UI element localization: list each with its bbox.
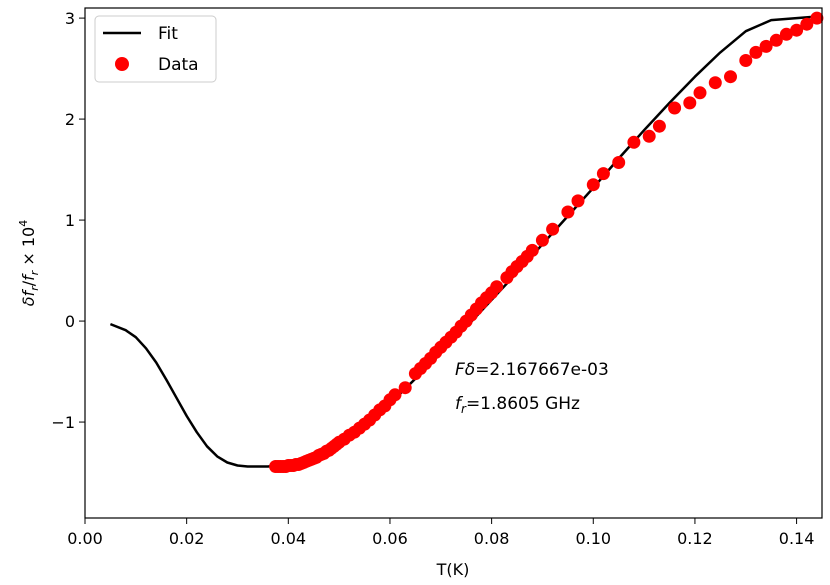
data-point <box>525 243 539 257</box>
data-point <box>596 167 610 181</box>
data-point <box>546 222 560 236</box>
legend-data-label: Data <box>158 55 199 75</box>
y-axis-sub1: r <box>28 285 41 291</box>
data-point <box>490 280 504 294</box>
y-tick-label: 1 <box>65 211 75 230</box>
annotation-fr-value: =1.8605 GHz <box>466 394 580 414</box>
data-point <box>749 45 763 59</box>
data-point <box>739 54 753 67</box>
data-point <box>388 388 402 402</box>
data-point <box>693 86 707 100</box>
data-point <box>683 96 697 110</box>
y-tick-label: 3 <box>65 9 75 28</box>
x-tick-label: 0.06 <box>372 529 408 548</box>
legend-data-marker-icon <box>115 57 129 71</box>
data-point <box>800 17 814 31</box>
y-axis-title: δfr/fr × 104 <box>17 220 41 306</box>
x-tick-label: 0.02 <box>169 529 205 548</box>
data-point <box>759 39 773 53</box>
y-tick-layer: −1 0 1 2 3 <box>51 9 85 432</box>
y-axis-sub2: r <box>28 269 41 275</box>
data-point <box>612 156 626 169</box>
annotation-fr-sub: r <box>461 402 467 416</box>
data-point <box>586 178 600 192</box>
data-point <box>561 205 575 219</box>
y-axis-exponent: 4 <box>17 220 30 227</box>
x-tick-label: 0.14 <box>779 529 815 548</box>
data-point <box>571 194 585 208</box>
data-point <box>652 119 666 133</box>
legend-fit-label: Fit <box>158 24 178 44</box>
data-point <box>642 129 656 143</box>
y-axis-f1: f <box>19 288 38 296</box>
data-point <box>769 33 783 47</box>
y-tick-label: −1 <box>51 413 75 432</box>
y-axis-times: × 10 <box>19 227 38 271</box>
y-tick-label: 2 <box>65 110 75 129</box>
x-tick-label: 0.10 <box>575 529 611 548</box>
x-tick-label: 0.12 <box>677 529 713 548</box>
data-point <box>708 76 722 90</box>
data-point <box>724 70 737 84</box>
x-tick-layer: 0.00 0.02 0.04 0.06 0.08 0.10 0.12 0.14 <box>67 518 814 548</box>
x-tick-label: 0.00 <box>67 529 103 548</box>
data-point <box>790 23 804 37</box>
data-point <box>779 27 793 41</box>
x-axis-title: T(K) <box>436 560 470 579</box>
data-point <box>668 101 682 115</box>
y-tick-label: 0 <box>65 312 75 331</box>
y-axis-slash: / <box>19 280 38 286</box>
annotation-line-1: Fδ=2.167667e-03 <box>455 360 609 380</box>
legend: Fit Data <box>94 15 217 83</box>
y-axis-delta: δ <box>19 296 38 306</box>
annotation-fdelta-value: =2.167667e-03 <box>475 360 609 380</box>
x-tick-label: 0.04 <box>270 529 306 548</box>
data-point <box>810 11 824 25</box>
annotation-fdelta-symbol: Fδ <box>455 360 475 380</box>
data-point <box>398 381 412 395</box>
data-point <box>535 233 549 247</box>
annotation-block: Fδ=2.167667e-03 fr=1.8605 GHz <box>455 360 609 416</box>
annotation-fr-symbol: f <box>455 394 464 414</box>
y-axis-f2: f <box>19 273 38 281</box>
data-series-layer <box>269 11 824 473</box>
x-tick-label: 0.08 <box>474 529 510 548</box>
data-point <box>627 135 641 149</box>
plot-frame <box>84 7 823 519</box>
annotation-line-2: fr=1.8605 GHz <box>455 394 580 416</box>
